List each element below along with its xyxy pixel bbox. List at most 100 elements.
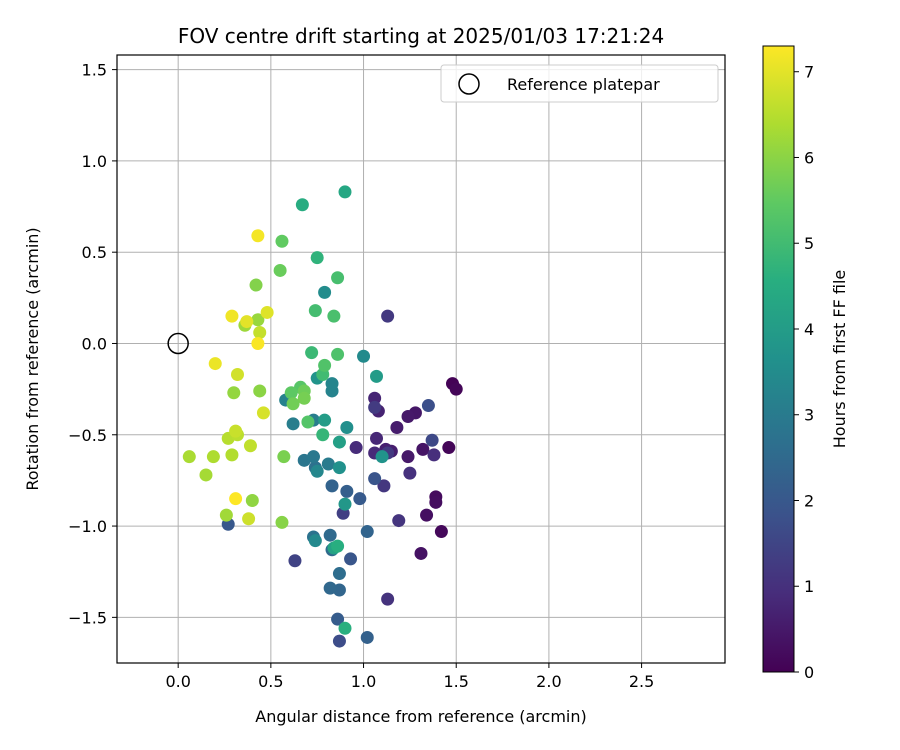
data-point (297, 391, 311, 405)
data-point (182, 450, 196, 464)
x-axis-ticks: 0.0 0.5 1.0 1.5 2.0 2.5 (165, 663, 654, 691)
data-point (381, 592, 395, 606)
data-point (208, 357, 222, 371)
data-point (308, 534, 322, 548)
colorbar-tick-label: 3 (804, 406, 814, 425)
data-point (253, 384, 267, 398)
data-point (325, 377, 339, 391)
legend-entry-reference-platepar: Reference platepar (507, 75, 660, 94)
data-point (338, 497, 352, 511)
data-point (225, 309, 239, 323)
colorbar-tick-label: 7 (804, 63, 814, 82)
data-point (332, 567, 346, 581)
data-point (316, 428, 330, 442)
data-point (275, 515, 289, 529)
data-point (318, 413, 332, 427)
data-point (349, 441, 363, 455)
legend-marker-icon (458, 73, 480, 95)
grid-lines (117, 55, 725, 663)
data-point (331, 271, 345, 285)
data-point (318, 358, 332, 372)
data-point (251, 336, 265, 350)
data-point (377, 479, 391, 493)
data-point (353, 492, 367, 506)
reference-platepar-marker (167, 332, 189, 355)
data-point (229, 492, 243, 506)
data-point (288, 554, 302, 568)
data-point (243, 439, 257, 453)
data-point (434, 525, 448, 539)
data-point (425, 433, 439, 447)
data-point (449, 382, 463, 396)
data-point (305, 346, 319, 360)
data-point (227, 386, 241, 400)
x-tick-label: 1.0 (351, 672, 376, 691)
data-point (392, 514, 406, 528)
y-tick-label: 1.5 (82, 61, 107, 80)
data-point (401, 450, 415, 464)
data-point (344, 552, 358, 566)
y-axis-ticks: −1.5 −1.0 −0.5 0.0 0.5 1.0 1.5 (68, 61, 117, 627)
x-tick-label: 0.0 (165, 672, 190, 691)
data-point (253, 326, 267, 340)
data-point (240, 315, 254, 329)
x-axis-label: Angular distance from reference (arcmin) (255, 707, 586, 726)
colorbar-ticks: 0 1 2 3 4 5 6 7 (794, 63, 814, 682)
colorbar-tick-label: 5 (804, 234, 814, 253)
colorbar-tick-label: 1 (804, 577, 814, 596)
data-point (368, 400, 382, 414)
colorbar: 0 1 2 3 4 5 6 7 Hours from first FF file (762, 45, 849, 682)
legend-box (440, 64, 719, 103)
colorbar-tick-label: 0 (804, 663, 814, 682)
data-point (375, 450, 389, 464)
data-point (357, 349, 371, 363)
data-point (275, 234, 289, 248)
data-point (284, 386, 298, 400)
colorbar-label: Hours from first FF file (830, 270, 849, 449)
x-tick-label: 0.5 (258, 672, 283, 691)
data-point (414, 546, 428, 560)
data-point (327, 309, 341, 323)
data-point (338, 621, 352, 635)
x-tick-label: 2.5 (629, 672, 654, 691)
data-point (260, 305, 274, 319)
colorbar-tick-label: 6 (804, 148, 814, 167)
y-tick-label: 1.0 (82, 152, 107, 171)
chart-title: FOV centre drift starting at 2025/01/03 … (178, 24, 664, 48)
data-point (318, 285, 332, 299)
y-axis-label: Rotation from reference (arcmin) (23, 227, 42, 490)
data-point (401, 410, 415, 424)
data-point (242, 512, 256, 526)
y-tick-label: −0.5 (68, 426, 107, 445)
plot-frame (116, 54, 726, 664)
x-tick-label: 1.5 (443, 672, 468, 691)
data-point (421, 399, 435, 413)
colorbar-tick-label: 4 (804, 320, 814, 339)
x-tick-label: 2.0 (536, 672, 561, 691)
data-point (360, 525, 374, 539)
data-point (429, 495, 443, 509)
data-point (403, 466, 417, 480)
data-point (225, 448, 239, 462)
data-point (331, 612, 345, 626)
data-point (245, 494, 259, 508)
data-point (230, 368, 244, 382)
data-point (332, 435, 346, 449)
data-point (420, 508, 434, 522)
data-point (442, 441, 456, 455)
data-point (332, 461, 346, 475)
data-point (308, 304, 322, 318)
data-point (381, 309, 395, 323)
data-point (340, 484, 354, 498)
data-point (323, 581, 337, 595)
data-point (331, 347, 345, 361)
data-point (325, 479, 339, 493)
data-point (310, 464, 324, 478)
data-point (390, 420, 404, 434)
data-point (360, 630, 374, 644)
data-point (370, 369, 384, 383)
data-point (306, 450, 320, 464)
data-point (332, 634, 346, 648)
data-point (331, 539, 345, 553)
